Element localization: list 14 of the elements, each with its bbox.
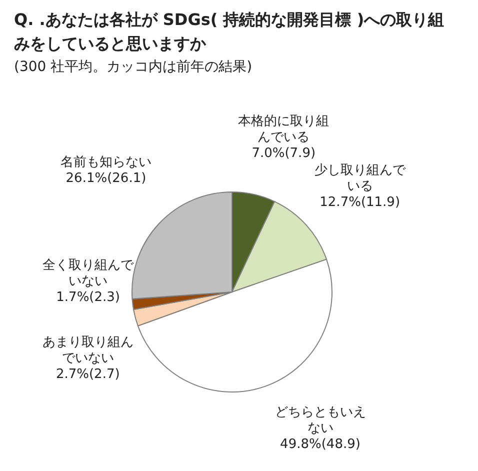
slice-label: 少し取り組んでいる xyxy=(313,163,407,196)
chart-subtitle: (300 社平均。カッコ内は前年の結果) xyxy=(14,58,252,76)
data-label: 1.7%(2.3) xyxy=(55,290,121,306)
data-label: 49.8%(48.9) xyxy=(279,436,362,453)
slice-label: どちらともいえない xyxy=(274,404,367,437)
slice-label: 全く取り組んでいない xyxy=(42,258,135,290)
data-label: 2.7%(2.7) xyxy=(54,367,121,384)
slice-label: 本格的に取り組んでいる xyxy=(237,114,330,146)
data-label: 12.7%(11.9) xyxy=(318,195,402,212)
slice-label: あまり取り組んでいない xyxy=(41,335,134,368)
slice-label: 名前も知らない xyxy=(59,155,152,172)
chart-title: Q. .あなたは各社が SDGs( 持続的な開発目標 )への取り組みをしていると思いますか xyxy=(14,9,446,55)
data-label: 7.0%(7.9) xyxy=(250,146,317,162)
data-label: 26.1%(26.1) xyxy=(64,171,148,188)
